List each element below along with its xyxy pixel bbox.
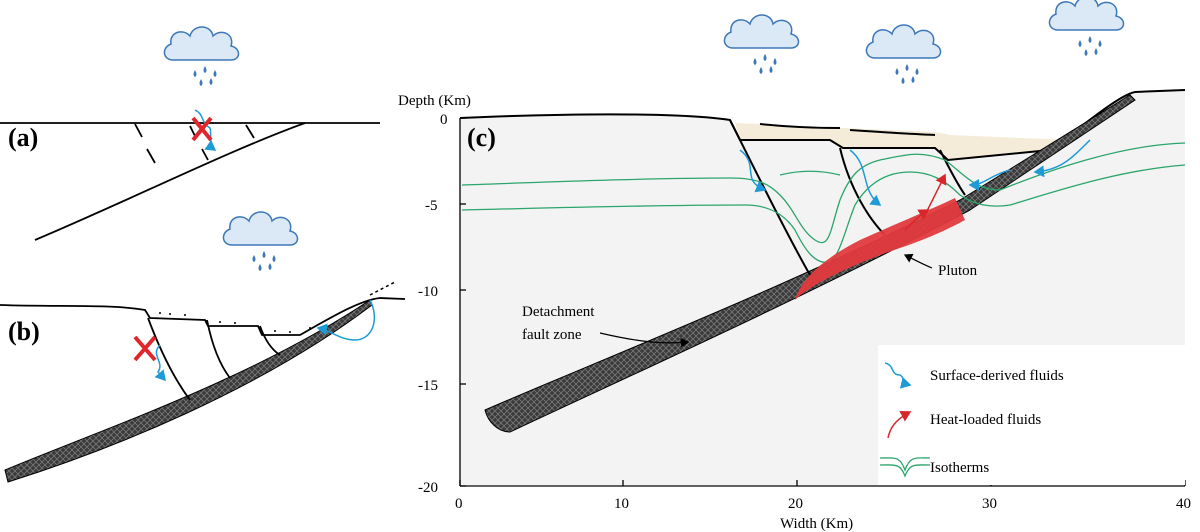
cloud-rain-icon — [865, 24, 942, 85]
y-tick-label: 0 — [440, 112, 448, 128]
legend-isotherms: Isotherms — [930, 460, 989, 476]
detachment-pointer — [599, 332, 690, 348]
pluton-pointer — [903, 253, 933, 269]
panel-c: (c) Depth (Km) 0 -5 -10 -15 -20 0 10 20 … — [398, 0, 1191, 532]
fault-trace — [369, 281, 396, 296]
cloud-rain-icon — [163, 26, 240, 87]
fluid-arrow-icon — [884, 362, 912, 389]
cross-mark-icon — [191, 116, 213, 142]
panel-label-b: (b) — [8, 317, 40, 346]
dashed-faults — [134, 123, 255, 164]
detachment-line — [34, 122, 306, 241]
y-tick-label: -15 — [418, 378, 438, 394]
legend-box — [878, 345, 1185, 485]
cloud-rain-icon — [222, 211, 299, 272]
cloud-rain-icon — [1048, 0, 1125, 57]
isotherm-icon — [879, 457, 931, 478]
y-tick-label: -5 — [425, 198, 438, 214]
fluid-arrow-icon — [194, 109, 217, 151]
y-tick-label: -10 — [418, 284, 438, 300]
fluid-arrow-icon — [316, 299, 376, 341]
legend: Surface-derived fluids Heat-loaded fluid… — [878, 345, 1185, 485]
x-axis-title: Width (Km) — [780, 516, 853, 532]
x-tick-label: 20 — [788, 496, 803, 512]
isotherms — [461, 142, 1186, 263]
x-tick-label: 0 — [455, 496, 463, 512]
surface-profile — [0, 297, 406, 336]
cloud-rain-icon — [723, 14, 800, 75]
panel-label-a: (a) — [8, 123, 38, 152]
panel-label-c: (c) — [467, 123, 496, 152]
x-tick-label: 30 — [982, 496, 997, 512]
x-tick-label: 40 — [1176, 496, 1191, 512]
cross-mark-icon — [133, 335, 157, 362]
detachment-zone — [4, 299, 373, 483]
panel-b: (b) — [0, 211, 406, 483]
heat-arrow-icon — [887, 410, 912, 439]
y-axis-title: Depth (Km) — [398, 93, 471, 109]
surface-fluid-arrows — [739, 139, 1091, 206]
y-tick-label: -20 — [418, 480, 438, 496]
heat-fluid-arrows — [904, 173, 947, 231]
detachment-label: fault zone — [522, 327, 582, 343]
detachment-label: Detachment — [522, 304, 595, 320]
sediment-fill — [735, 123, 1070, 160]
fluid-arrow-icon — [154, 344, 166, 382]
sediment-dots — [159, 312, 311, 333]
x-tick-label: 10 — [614, 496, 629, 512]
normal-faults — [729, 119, 966, 276]
pluton-label: Pluton — [938, 263, 978, 279]
pluton-body — [795, 198, 965, 300]
normal-faults — [147, 317, 281, 401]
legend-heat-fluids: Heat-loaded fluids — [930, 412, 1041, 428]
panel-a: (a) — [0, 26, 380, 241]
legend-surface-fluids: Surface-derived fluids — [930, 368, 1064, 384]
